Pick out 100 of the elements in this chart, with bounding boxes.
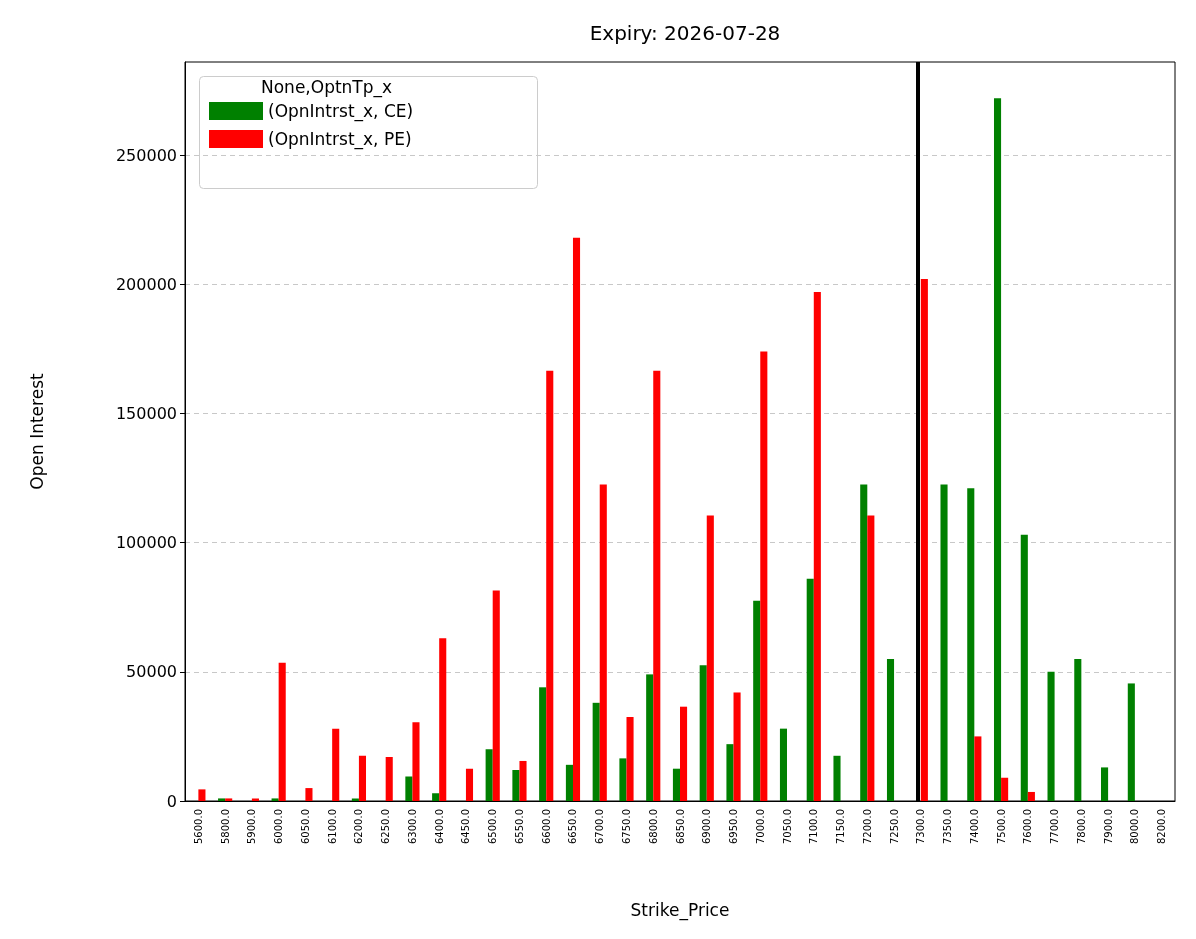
- bar: [653, 370, 661, 801]
- bar: [592, 702, 600, 801]
- x-tick-label: 7000.0: [754, 809, 766, 844]
- x-tick-label: 6300.0: [406, 809, 418, 844]
- bar: [565, 764, 573, 801]
- bar: [412, 722, 420, 801]
- bar: [619, 758, 627, 801]
- x-tick-label: 7600.0: [1022, 809, 1034, 844]
- x-tick-label: 7300.0: [915, 809, 927, 844]
- x-tick-label: 8200.0: [1156, 809, 1168, 844]
- bar: [1047, 671, 1055, 801]
- bar: [485, 749, 493, 801]
- x-tick-label: 6650.0: [567, 809, 579, 844]
- bar: [405, 776, 413, 801]
- bar: [706, 515, 714, 801]
- bar: [920, 279, 928, 801]
- x-tick-label: 7400.0: [968, 809, 980, 844]
- bar: [439, 638, 447, 801]
- x-tick-label: 7900.0: [1102, 809, 1114, 844]
- x-tick-label: 6550.0: [513, 809, 525, 844]
- y-tick-label: 50000: [126, 662, 177, 682]
- y-tick-label: 250000: [115, 145, 177, 165]
- x-tick-label: 8000.0: [1129, 809, 1141, 844]
- bar: [305, 788, 313, 801]
- y-axis-title: Open Interest: [26, 373, 47, 490]
- x-tick-label: 7150.0: [835, 809, 847, 844]
- bar: [351, 798, 359, 801]
- bar: [1127, 683, 1135, 801]
- bar: [271, 798, 279, 801]
- bar: [599, 484, 607, 801]
- bar: [1074, 658, 1082, 801]
- x-tick-label: 6850.0: [674, 809, 686, 844]
- x-tick-label: 5800.0: [219, 809, 231, 844]
- x-tick-label: 6200.0: [353, 809, 365, 844]
- bar: [465, 768, 474, 801]
- bar: [539, 687, 547, 801]
- bar: [332, 728, 340, 801]
- bar: [546, 370, 554, 801]
- bar: [753, 600, 761, 801]
- x-tick-label: 6800.0: [647, 809, 659, 844]
- bar: [225, 798, 233, 801]
- bar: [680, 706, 688, 801]
- bar: [733, 692, 741, 801]
- bar: [779, 728, 788, 801]
- legend-label: (OpnIntrst_x, CE): [268, 101, 414, 122]
- bar: [806, 578, 814, 801]
- bar: [278, 662, 286, 801]
- x-tick-label: 7350.0: [942, 809, 954, 844]
- bar: [672, 768, 680, 801]
- bar: [572, 237, 581, 801]
- x-tick-label: 6600.0: [540, 809, 552, 844]
- x-tick-label: 6250.0: [380, 809, 392, 844]
- legend-title: None,OptnTp_x: [261, 76, 393, 98]
- x-tick-label: 6900.0: [701, 809, 713, 844]
- y-tick-label: 0: [166, 791, 177, 811]
- x-tick-label: 7500.0: [995, 809, 1007, 844]
- x-tick-label: 5600.0: [192, 809, 204, 844]
- bar: [198, 789, 206, 801]
- bar: [867, 515, 875, 801]
- x-tick-label: 5900.0: [246, 809, 258, 844]
- bar: [860, 484, 868, 801]
- x-tick-label: 7800.0: [1075, 809, 1087, 844]
- y-tick-label: 150000: [115, 403, 177, 423]
- bar: [646, 674, 654, 801]
- x-tick-label: 6950.0: [728, 809, 740, 844]
- bar: [974, 736, 982, 801]
- bar: [1020, 534, 1028, 801]
- bar: [358, 755, 367, 801]
- x-tick-label: 6100.0: [326, 809, 338, 844]
- bar: [1001, 777, 1009, 801]
- bar: [626, 717, 634, 801]
- y-tick-label: 100000: [115, 533, 177, 553]
- x-tick-label: 7050.0: [781, 809, 793, 844]
- x-tick-label: 6450.0: [460, 809, 472, 844]
- bar: [940, 484, 948, 801]
- bar: [833, 755, 841, 801]
- y-tick-label: 200000: [115, 274, 177, 294]
- legend-label: (OpnIntrst_x, PE): [268, 129, 412, 150]
- bar: [1027, 791, 1035, 801]
- bar: [886, 658, 895, 801]
- x-tick-label: 7200.0: [861, 809, 873, 844]
- bar: [760, 351, 768, 801]
- x-tick-label: 7700.0: [1049, 809, 1061, 844]
- x-tick-label: 6000.0: [273, 809, 285, 844]
- x-tick-label: 6700.0: [594, 809, 606, 844]
- bar: [519, 760, 527, 801]
- x-tick-label: 6500.0: [487, 809, 499, 844]
- bar: [512, 769, 520, 801]
- bar: [993, 98, 1002, 801]
- x-tick-label: 7100.0: [808, 809, 820, 844]
- bar: [699, 665, 707, 801]
- x-axis-title: Strike_Price: [630, 899, 730, 921]
- bar: [432, 793, 440, 801]
- bar: [726, 744, 734, 801]
- x-tick-label: 6750.0: [620, 809, 632, 844]
- bar: [385, 757, 393, 801]
- bar: [251, 798, 259, 801]
- bar: [967, 488, 975, 801]
- chart-title: Expiry: 2026-07-28: [589, 21, 781, 45]
- bar: [813, 291, 821, 801]
